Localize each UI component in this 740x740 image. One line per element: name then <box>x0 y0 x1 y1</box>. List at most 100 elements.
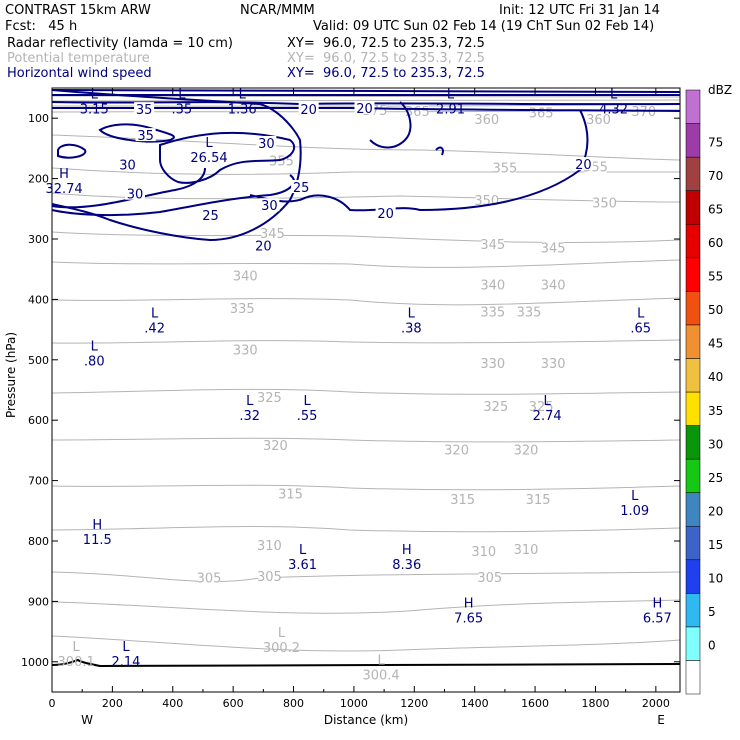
wind-label: 20 <box>255 240 272 255</box>
theta-label-bg <box>475 193 498 206</box>
wind-extremum-value: 1.36 <box>228 103 257 118</box>
theta-label: 305 <box>257 570 282 585</box>
wind-label-bg <box>253 238 274 252</box>
valid-time: Valid: 09 UTC Sun 02 Feb 14 (19 ChT Sun … <box>313 19 655 34</box>
x-tick-label: 400 <box>162 697 183 710</box>
wind-label: 30 <box>119 159 136 174</box>
theta-label-bg <box>234 269 257 282</box>
theta-label-bg <box>258 390 281 403</box>
wind-extremum-kind: L <box>122 640 130 655</box>
colorbar-box <box>685 324 701 359</box>
x-tick-label: 1000 <box>340 697 368 710</box>
wind-label: 35 <box>136 103 153 118</box>
theta-label-bg <box>198 571 220 584</box>
wind-label-bg <box>259 198 280 212</box>
theta-label-bg <box>478 570 501 583</box>
x-axis: 0 200 400 600 800 1000 1200 1400 1600 1800 2000 <box>49 88 670 710</box>
colorbar-box <box>685 492 701 527</box>
theta-label-bg <box>481 238 504 251</box>
wind-extremum-value: 2.14 <box>111 655 140 670</box>
colorbar-box <box>685 458 701 493</box>
wind-label: 35 <box>137 129 154 144</box>
wind-extremum-kind: H <box>92 518 102 533</box>
wind-extremum-value: 3.15 <box>80 103 109 118</box>
theta-label: 330 <box>233 344 258 359</box>
wind-extremum-value: .35 <box>171 103 192 118</box>
west-label: W <box>81 713 93 727</box>
theta-label: 325 <box>257 391 282 406</box>
wind-label-bg <box>298 102 319 116</box>
theta-label: 315 <box>526 493 551 508</box>
theta-label: 320 <box>514 443 539 458</box>
wind-label: 25 <box>202 209 219 224</box>
colorbar-label: 0 <box>708 639 716 653</box>
wind-extremum-value: 26.54 <box>190 151 227 166</box>
theta-extremum-value: 300.1 <box>58 655 95 670</box>
forecast-hour: Fcst: 45 h <box>5 19 78 34</box>
wind-extremum-value: 7.65 <box>454 611 483 626</box>
theta-label: 365 <box>529 106 554 121</box>
wind-extremum-value: 8.36 <box>392 558 421 573</box>
theta-extremum-value: 300.4 <box>362 669 399 684</box>
field-xy-wind: XY= 96.0, 72.5 to 235.3, 72.5 <box>287 66 485 81</box>
x-tick-label: 0 <box>49 697 56 710</box>
y-axis-title: Pressure (hPa) <box>4 332 18 418</box>
wind-label-bg <box>354 100 375 114</box>
colorbar-box <box>685 156 701 191</box>
colorbar-label: 75 <box>708 135 723 149</box>
wind-extremum-kind: L <box>610 88 618 103</box>
theta-label: 345 <box>541 242 566 257</box>
theta-label: 350 <box>592 196 617 211</box>
theta-label: 340 <box>541 279 566 294</box>
theta-label: 345 <box>480 238 505 253</box>
colorbar-label: 15 <box>708 538 723 552</box>
theta-label-bg <box>518 305 541 318</box>
colorbar-label: 35 <box>708 404 723 418</box>
colorbar-box <box>685 425 701 460</box>
colorbar-label: 30 <box>708 437 723 451</box>
theta-label-bg <box>527 492 550 505</box>
x-tick-label: 200 <box>102 697 123 710</box>
wind-label: 25 <box>293 181 310 196</box>
colorbar-box <box>685 190 701 225</box>
x-tick-label: 1200 <box>400 697 428 710</box>
dbz-colorbar: 0 5 10 15 20 25 30 35 40 45 50 55 60 65 70 75 <box>685 89 723 695</box>
theta-label: 360 <box>474 113 499 128</box>
theta-label-bg <box>234 343 257 356</box>
wind-extremum-kind: H <box>652 596 662 611</box>
east-label: E <box>657 713 665 727</box>
field-name-wind: Horizontal wind speed <box>7 66 152 81</box>
wind-label-bg <box>134 102 155 116</box>
theta-label: 355 <box>492 161 517 176</box>
theta-label-bg <box>530 399 553 412</box>
wind-extremum-value: 1.09 <box>620 504 649 519</box>
theta-label: 325 <box>483 400 508 415</box>
theta-label: 320 <box>444 443 469 458</box>
colorbar-label: 50 <box>708 303 723 317</box>
wind-label-bg <box>200 207 221 221</box>
wind-extrema-layer: L3.15L.35L1.36L2.91L4.32L26.54H32.74L.42… <box>45 88 671 670</box>
field-name-reflectivity: Radar reflectivity (lamda = 10 cm) <box>7 36 233 51</box>
theta-label: 370 <box>631 105 656 120</box>
theta-label: 340 <box>233 269 258 284</box>
wind-extremum-kind: L <box>246 394 254 409</box>
colorbar-label: 65 <box>708 202 723 216</box>
colorbar-unit: dBZ <box>708 83 732 97</box>
theta-label-bg <box>258 570 281 583</box>
theta-label: 355 <box>269 155 294 170</box>
theta-label-bg <box>261 227 284 240</box>
theta-label: 310 <box>514 543 539 558</box>
y-tick-label: 200 <box>28 173 49 186</box>
wind-label-bg <box>291 180 312 194</box>
wind-extremum-value: .55 <box>297 409 318 424</box>
colorbar-box <box>685 660 701 695</box>
theta-label-bg <box>472 544 495 557</box>
colorbar-label: 45 <box>708 337 723 351</box>
colorbar-label: 70 <box>708 169 723 183</box>
theta-label-bg <box>445 443 468 456</box>
x-tick-label: 1800 <box>581 697 609 710</box>
y-tick-label: 600 <box>28 414 49 427</box>
colorbar-box <box>685 559 701 594</box>
wind-extremum-kind: L <box>239 88 247 103</box>
